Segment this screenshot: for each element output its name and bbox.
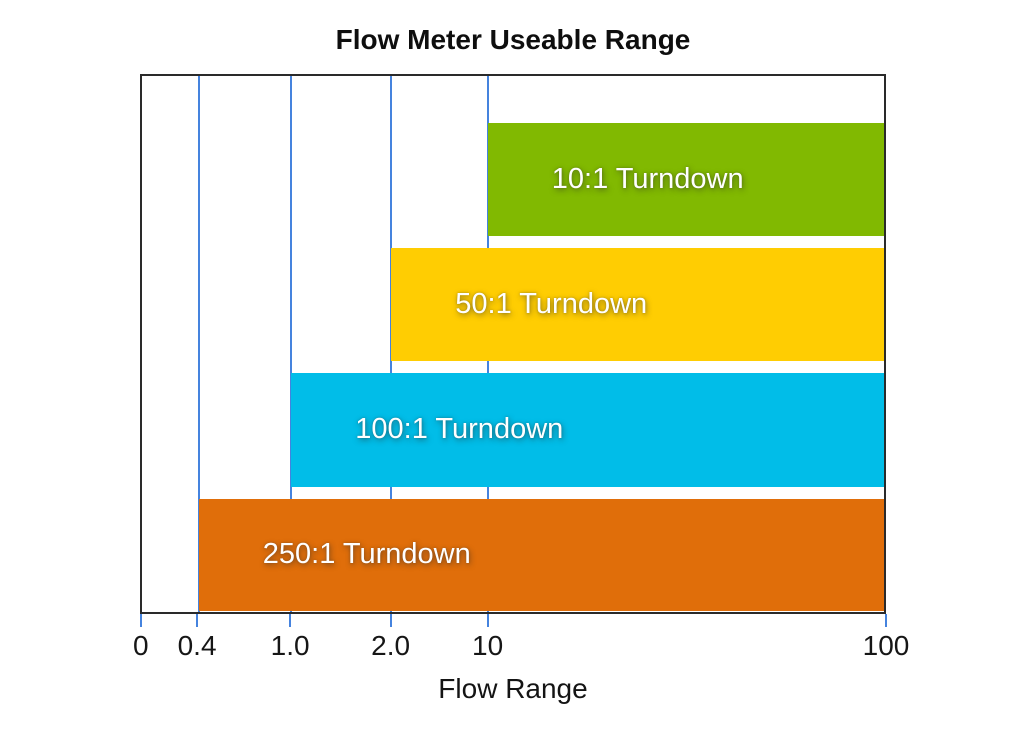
bar-label-100-1-turndown: 100:1 Turndown	[355, 413, 564, 446]
axis-tick-1-0	[289, 614, 292, 627]
axis-tick-0-4	[196, 614, 199, 627]
tick-label-0: 0	[132, 630, 149, 661]
chart-title: Flow Meter Useable Range	[335, 24, 691, 55]
axis-tick-2-0	[389, 614, 392, 627]
tick-label-1-0: 1.0	[270, 630, 310, 661]
bar-label-50-1-turndown: 50:1 Turndown	[455, 287, 648, 320]
tick-label-2-0: 2.0	[371, 630, 411, 661]
x-axis-title: Flow Range	[438, 673, 588, 704]
bar-100-1-turndown: 100:1 Turndown	[291, 372, 884, 487]
bar-label-10-1-turndown: 10:1 Turndown	[551, 162, 744, 195]
axis-tick-10	[486, 614, 489, 627]
tick-label-10: 10	[472, 630, 504, 661]
bar-250-1-turndown: 250:1 Turndown	[198, 498, 884, 612]
x-axis: 0 0.4 1.0 2.0 10 100	[133, 614, 909, 674]
plot-area: 10:1 Turndown 50:1 Turndown 100:1 Turndown…	[140, 74, 886, 614]
bar-label-250-1-turndown: 250:1 Turndown	[262, 538, 471, 571]
tick-label-0-4: 0.4	[177, 630, 217, 661]
gridline-0-4	[197, 76, 200, 612]
tick-label-100: 100	[862, 630, 910, 661]
bar-10-1-turndown: 10:1 Turndown	[487, 122, 884, 236]
bar-50-1-turndown: 50:1 Turndown	[391, 247, 884, 361]
axis-tick-0	[139, 614, 142, 627]
axis-tick-100	[885, 614, 887, 627]
gridline-1-0	[290, 76, 293, 612]
